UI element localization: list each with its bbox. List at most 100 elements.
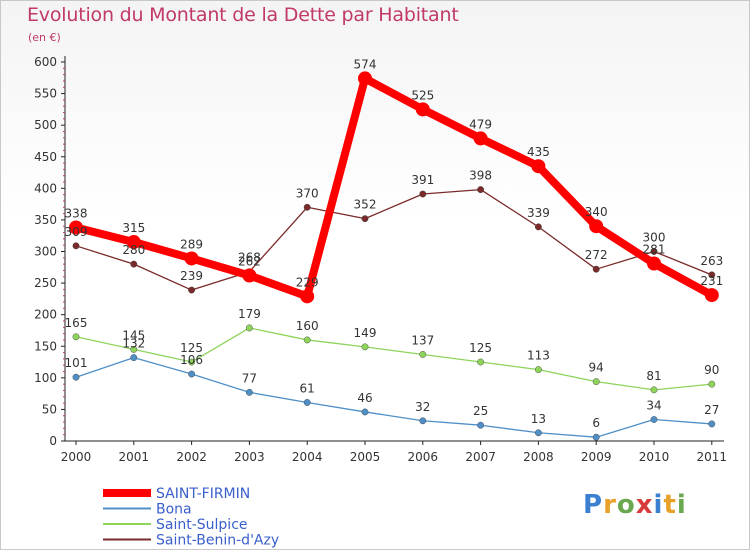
data-label-saint-benin-d-azy: 280 bbox=[122, 243, 145, 257]
y-tick-label: 250 bbox=[34, 276, 57, 290]
data-label-saint-sulpice: 113 bbox=[527, 349, 550, 363]
data-label-bona: 46 bbox=[357, 391, 372, 405]
data-label-bona: 101 bbox=[65, 356, 88, 370]
data-label-saint-firmin: 435 bbox=[527, 145, 550, 159]
data-label-bona: 6 bbox=[592, 416, 600, 430]
data-label-bona: 27 bbox=[704, 403, 719, 417]
data-point-saint-sulpice bbox=[130, 346, 138, 353]
data-point-saint-benin-d-azy bbox=[708, 271, 716, 279]
data-point-saint-firmin bbox=[69, 220, 83, 235]
data-label-saint-benin-d-azy: 370 bbox=[296, 186, 319, 200]
data-point-bona bbox=[303, 399, 311, 406]
x-tick-label: 2009 bbox=[581, 450, 612, 464]
y-tick-label: 200 bbox=[34, 308, 57, 322]
x-tick-label: 2008 bbox=[523, 450, 554, 464]
data-point-bona bbox=[650, 416, 658, 423]
data-point-saint-sulpice bbox=[188, 358, 196, 366]
data-point-bona bbox=[592, 433, 600, 441]
data-point-saint-firmin bbox=[300, 289, 315, 304]
data-point-saint-firmin bbox=[704, 288, 719, 303]
data-point-bona bbox=[535, 429, 542, 437]
data-label-saint-firmin: 525 bbox=[411, 88, 434, 102]
data-point-saint-firmin bbox=[473, 131, 488, 146]
data-label-saint-sulpice: 90 bbox=[704, 363, 719, 377]
x-tick-label: 2002 bbox=[176, 450, 207, 464]
x-tick-label: 2000 bbox=[61, 450, 92, 464]
data-label-saint-benin-d-azy: 300 bbox=[643, 231, 666, 245]
data-point-bona bbox=[130, 354, 138, 362]
data-point-bona bbox=[245, 388, 253, 396]
data-label-bona: 32 bbox=[415, 400, 430, 414]
data-label-saint-sulpice: 81 bbox=[646, 369, 661, 383]
data-point-saint-benin-d-azy bbox=[477, 186, 484, 193]
data-label-saint-benin-d-azy: 309 bbox=[65, 225, 88, 239]
data-point-saint-benin-d-azy bbox=[188, 286, 196, 294]
x-tick-label: 2001 bbox=[119, 450, 150, 464]
data-point-saint-sulpice bbox=[477, 358, 484, 366]
chart-subtitle: (en €) bbox=[28, 31, 61, 44]
data-label-bona: 25 bbox=[473, 404, 488, 418]
data-point-bona bbox=[72, 373, 80, 381]
data-label-saint-sulpice: 179 bbox=[238, 307, 261, 321]
x-tick-label: 2005 bbox=[350, 450, 381, 464]
data-point-saint-firmin bbox=[647, 256, 661, 271]
data-point-bona bbox=[708, 420, 716, 428]
data-label-saint-sulpice: 165 bbox=[65, 316, 88, 330]
x-tick-label: 2004 bbox=[292, 450, 323, 464]
data-label-saint-sulpice: 125 bbox=[469, 341, 492, 355]
data-label-saint-benin-d-azy: 268 bbox=[238, 251, 261, 265]
data-label-saint-firmin: 340 bbox=[585, 205, 608, 219]
data-point-saint-sulpice bbox=[303, 336, 311, 344]
data-label-saint-sulpice: 160 bbox=[296, 319, 319, 333]
legend-label-saint-sulpice: Saint-Sulpice bbox=[156, 517, 248, 533]
y-tick-label: 150 bbox=[34, 339, 57, 353]
data-label-saint-sulpice: 149 bbox=[354, 326, 377, 340]
data-label-saint-firmin: 281 bbox=[643, 243, 666, 257]
data-point-saint-benin-d-azy bbox=[303, 203, 311, 211]
data-label-saint-sulpice: 145 bbox=[122, 328, 145, 342]
x-tick-label: 2006 bbox=[408, 450, 439, 464]
data-label-bona: 34 bbox=[646, 399, 661, 413]
data-point-saint-firmin bbox=[242, 268, 257, 283]
data-label-saint-firmin: 338 bbox=[65, 206, 88, 220]
series-line-saint-benin-d-azy bbox=[75, 188, 713, 291]
data-point-saint-benin-d-azy bbox=[592, 265, 600, 273]
data-point-bona bbox=[361, 408, 369, 416]
data-label-saint-benin-d-azy: 339 bbox=[527, 206, 550, 220]
data-label-saint-benin-d-azy: 391 bbox=[411, 173, 434, 187]
legend-label-saint-benin-d-azy: Saint-Benin-d'Azy bbox=[156, 533, 279, 549]
data-label-saint-benin-d-azy: 352 bbox=[354, 198, 377, 212]
data-label-saint-firmin: 289 bbox=[180, 237, 203, 251]
series-line-bona bbox=[75, 356, 712, 438]
data-label-saint-benin-d-azy: 263 bbox=[700, 254, 723, 268]
data-label-saint-firmin: 229 bbox=[296, 275, 319, 289]
proxiti-logo: Proxiti bbox=[583, 490, 687, 520]
data-label-bona: 106 bbox=[180, 353, 203, 367]
data-point-saint-firmin bbox=[589, 219, 604, 234]
data-label-saint-benin-d-azy: 272 bbox=[585, 248, 608, 262]
data-label-bona: 77 bbox=[242, 371, 257, 385]
data-point-saint-benin-d-azy bbox=[535, 223, 542, 231]
data-point-saint-sulpice bbox=[419, 351, 427, 358]
data-label-saint-firmin: 262 bbox=[238, 255, 261, 269]
series-line-saint-firmin bbox=[75, 74, 714, 301]
data-label-saint-sulpice: 94 bbox=[589, 361, 604, 375]
data-label-bona: 61 bbox=[300, 381, 315, 395]
y-tick-label: 100 bbox=[34, 371, 57, 385]
data-point-saint-sulpice bbox=[535, 366, 542, 374]
data-point-saint-firmin bbox=[415, 102, 430, 117]
data-point-bona bbox=[188, 370, 196, 378]
data-point-saint-sulpice bbox=[592, 378, 600, 386]
x-tick-label: 2010 bbox=[639, 450, 670, 464]
data-label-saint-firmin: 479 bbox=[469, 117, 492, 131]
data-point-saint-sulpice bbox=[361, 343, 369, 351]
data-point-bona bbox=[419, 417, 427, 425]
y-tick-label: 450 bbox=[34, 150, 57, 164]
data-point-saint-benin-d-azy bbox=[361, 215, 369, 223]
y-tick-label: 350 bbox=[34, 213, 57, 227]
data-point-saint-sulpice bbox=[72, 333, 80, 341]
data-label-saint-firmin: 231 bbox=[700, 274, 723, 288]
data-point-bona bbox=[477, 421, 484, 429]
